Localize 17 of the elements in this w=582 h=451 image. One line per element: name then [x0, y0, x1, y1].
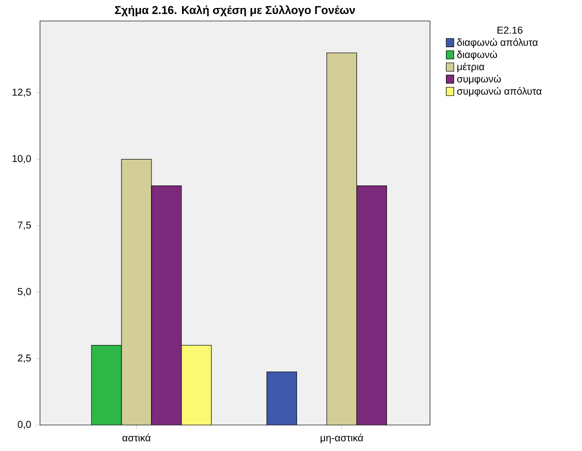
legend-label: διαφωνώ [457, 50, 498, 60]
chart-title: Σχήμα 2.16. Καλή σχέση με Σύλλογο Γονέων [115, 5, 355, 16]
y-tick-label: 2,5 [18, 354, 31, 363]
legend-label: μέτρια [457, 62, 484, 72]
legend-label: συμφωνώ [457, 74, 501, 84]
legend-label: διαφωνώ απόλυτα [457, 38, 538, 48]
legend-label: συμφωνώ απόλυτα [457, 87, 542, 97]
bar [151, 186, 182, 425]
y-tick-label: 10,0 [12, 155, 31, 164]
x-tick-label: αστικά [122, 434, 151, 442]
legend-title: E2.16 [498, 26, 522, 34]
bar [356, 186, 387, 425]
y-tick-label: 0,0 [18, 420, 31, 430]
y-tick-label: 5,0 [18, 288, 31, 296]
x-tick-label: μη-αστικά [320, 434, 364, 444]
y-tick-label: 7,5 [18, 222, 31, 230]
y-tick-label: 12,5 [12, 88, 31, 97]
